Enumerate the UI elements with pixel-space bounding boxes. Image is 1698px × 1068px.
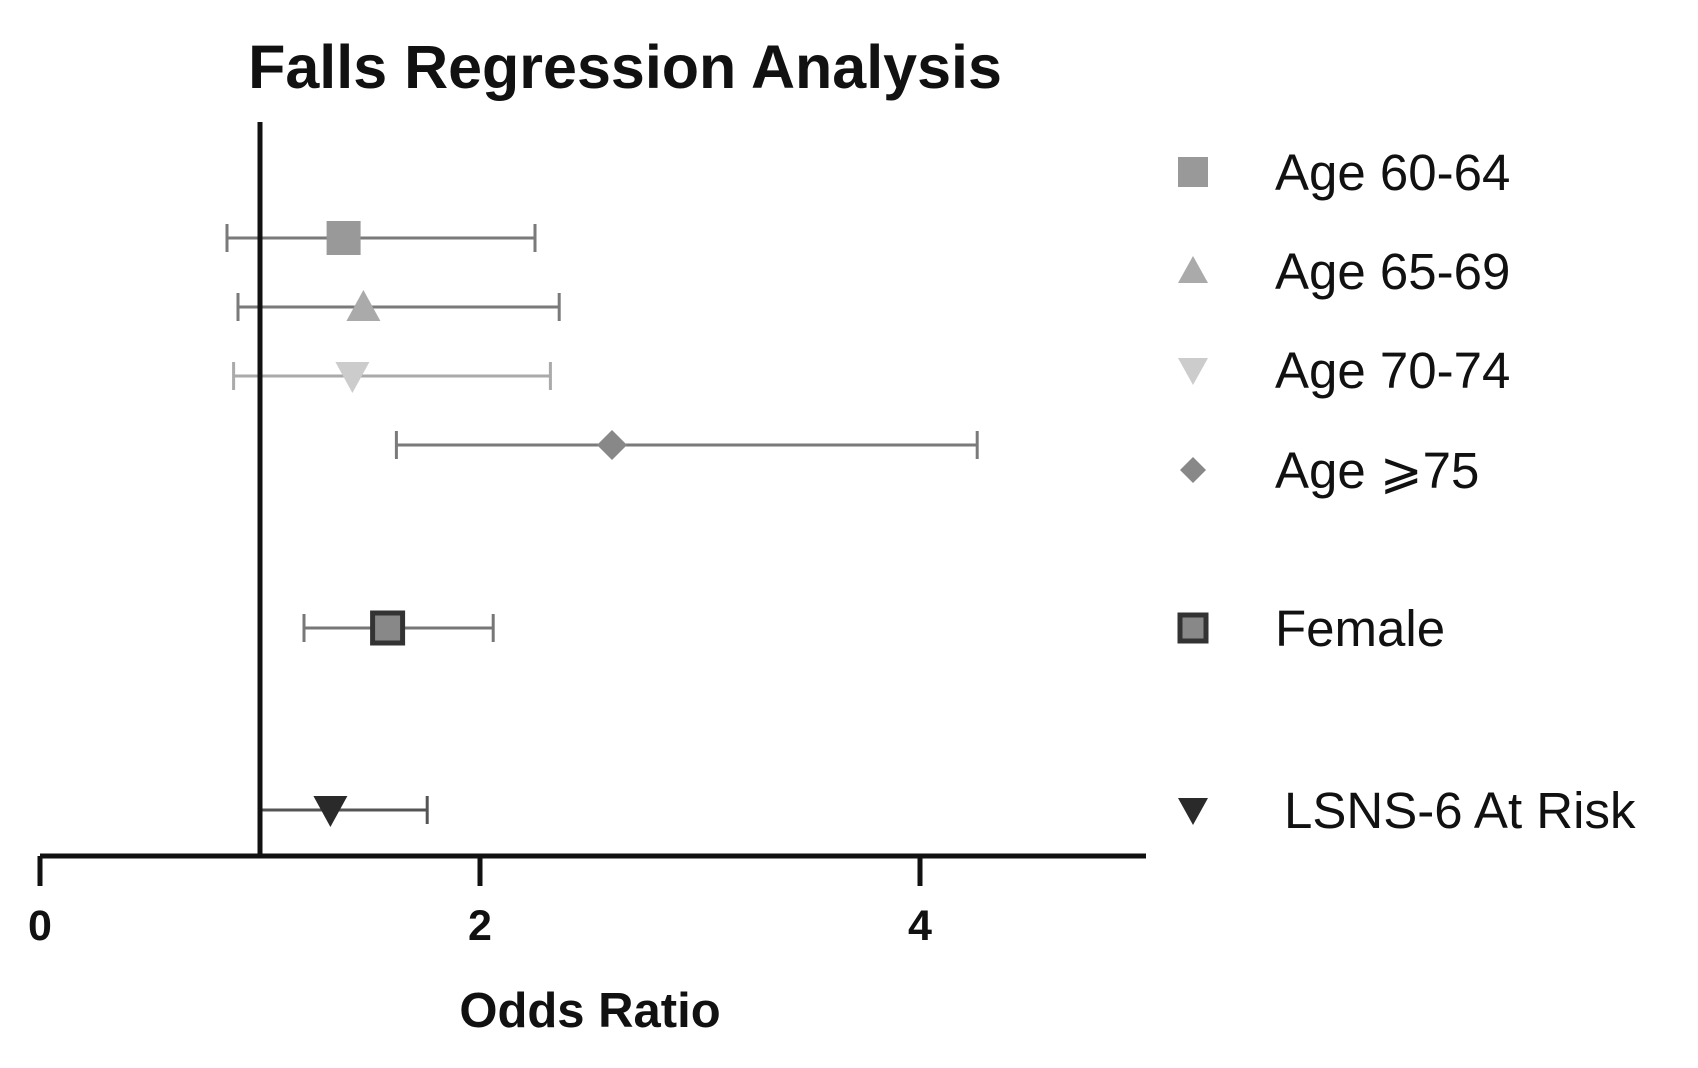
legend-marker (1178, 157, 1208, 187)
legend-label: Age 70-74 (1275, 342, 1510, 399)
legend-marker (1178, 358, 1208, 385)
legend-item: LSNS-6 At Risk (1178, 782, 1636, 839)
forest-row (232, 362, 552, 393)
odds-ratio-point (597, 430, 627, 460)
legend-marker (1180, 457, 1206, 483)
legend-marker (1178, 256, 1208, 283)
legend-marker (1178, 798, 1208, 825)
legend-label: Age 65-69 (1275, 243, 1510, 300)
chart-title: Falls Regression Analysis (248, 33, 1002, 101)
forest-row (302, 610, 495, 646)
odds-ratio-point (335, 362, 370, 393)
x-tick-label: 4 (908, 902, 932, 950)
x-tick-label: 2 (468, 902, 492, 950)
forest-row (236, 290, 561, 321)
x-axis-title: Odds Ratio (459, 984, 720, 1038)
legend-label: Age 60-64 (1275, 144, 1510, 201)
x-tick-label: 0 (28, 902, 52, 950)
legend-item: Age 60-64 (1178, 144, 1510, 201)
plot-area (40, 122, 1146, 859)
legend-item: Female (1177, 600, 1445, 657)
legend-marker (1177, 612, 1209, 644)
forest-row (258, 796, 429, 827)
legend-label: Age ⩾75 (1275, 442, 1479, 499)
legend-item: Age ⩾75 (1180, 442, 1479, 499)
legend-label: LSNS-6 At Risk (1284, 782, 1636, 839)
legend-item: Age 70-74 (1178, 342, 1510, 399)
odds-ratio-point (370, 610, 406, 646)
odds-ratio-point (346, 290, 381, 321)
odds-ratio-point (313, 796, 348, 827)
forest-row (394, 430, 979, 460)
forest-row (225, 221, 537, 255)
x-axis-ticks: 0 2 4 (28, 856, 932, 950)
odds-ratio-point (326, 221, 361, 255)
legend: Age 60-64 Age 65-69 Age 70-74 Age ⩾75 Female… (1177, 144, 1636, 839)
legend-item: Age 65-69 (1178, 243, 1510, 300)
legend-label: Female (1275, 600, 1445, 657)
